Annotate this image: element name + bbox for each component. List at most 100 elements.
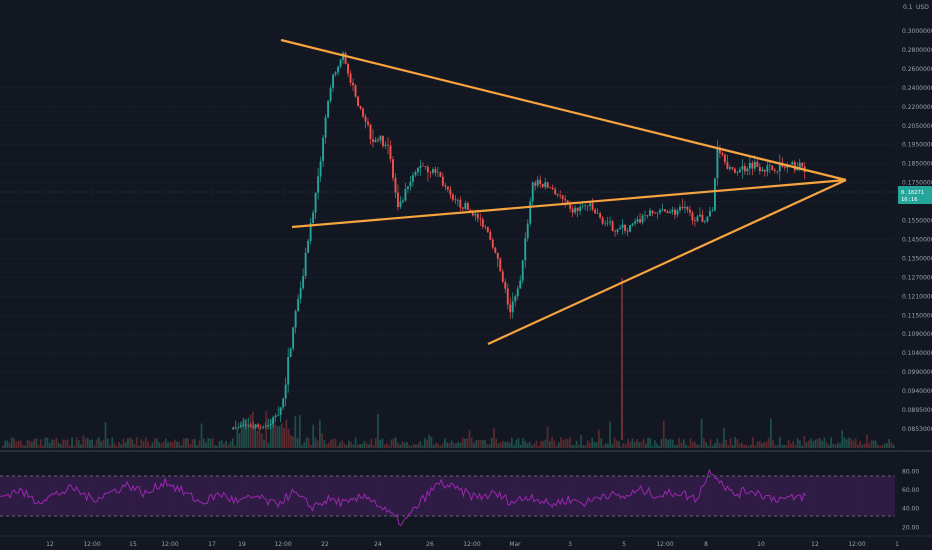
candle-body bbox=[516, 288, 519, 297]
volume-bar bbox=[470, 437, 473, 448]
candle-body bbox=[656, 212, 659, 214]
volume-bar bbox=[747, 445, 750, 448]
volume-bar bbox=[651, 445, 654, 448]
volume-bar bbox=[17, 440, 20, 448]
candle-body bbox=[404, 188, 407, 201]
volume-bar bbox=[879, 445, 882, 448]
volume-bar bbox=[189, 443, 192, 448]
trendline-upper[interactable] bbox=[280, 38, 847, 182]
candle-body bbox=[636, 219, 639, 222]
volume-bar bbox=[180, 445, 183, 448]
candle-body bbox=[519, 280, 522, 289]
volume-bar bbox=[113, 443, 116, 448]
volume-bar bbox=[341, 440, 344, 448]
trendlines[interactable] bbox=[280, 38, 847, 346]
candle-body bbox=[746, 168, 749, 172]
trendline-lower[interactable] bbox=[487, 178, 847, 346]
volume-bar bbox=[122, 438, 125, 448]
price-axis[interactable]: 0.30000000 0.28000000 0.26000000 0.24000000… bbox=[902, 28, 932, 433]
candle-body bbox=[367, 121, 369, 125]
volume-bar bbox=[484, 440, 486, 448]
volume-bar bbox=[473, 443, 475, 448]
price-tick-label: 0.30000000 bbox=[902, 28, 932, 35]
candle-body bbox=[801, 162, 804, 167]
volume-bar bbox=[104, 422, 107, 448]
volume-bar bbox=[412, 443, 415, 448]
volume-bar bbox=[193, 438, 196, 448]
volume-bar bbox=[812, 441, 815, 448]
volume-bar bbox=[799, 440, 801, 448]
volume-bar bbox=[93, 445, 96, 448]
volume-bar bbox=[252, 411, 254, 448]
volume-bar bbox=[365, 443, 368, 448]
candle-body bbox=[773, 169, 776, 172]
volume-bar bbox=[187, 438, 190, 448]
price-tick-label: 0.12100000 bbox=[902, 293, 932, 300]
volume-bar bbox=[676, 444, 678, 448]
candle-body bbox=[237, 427, 240, 428]
volume-bar bbox=[171, 442, 174, 448]
volume-bar bbox=[84, 438, 87, 448]
rsi-pane[interactable]: 80.00 60.00 40.00 20.00 bbox=[0, 468, 919, 531]
candle-body bbox=[733, 168, 736, 173]
candle-body bbox=[676, 210, 679, 215]
candle-body bbox=[302, 276, 305, 289]
candle-body bbox=[756, 161, 759, 167]
volume-bar bbox=[886, 443, 888, 448]
time-axis[interactable]: 12 12:00 15 12:00 17 19 12:00 22 24 26 12:00 Mar 3 5 1… bbox=[46, 541, 899, 548]
candle-body bbox=[409, 181, 412, 187]
candle-body bbox=[481, 219, 484, 227]
volume-bar bbox=[37, 444, 40, 448]
volume-bar bbox=[89, 439, 91, 448]
volume-bar bbox=[694, 441, 696, 448]
volume-bar bbox=[785, 445, 788, 448]
candle-body bbox=[249, 424, 252, 427]
volume-bar bbox=[823, 437, 826, 448]
volume-bar bbox=[528, 441, 531, 448]
candle-body bbox=[384, 144, 387, 146]
candle-body bbox=[436, 172, 439, 173]
candle-body bbox=[726, 162, 729, 169]
candle-body bbox=[644, 215, 646, 217]
volume-bar bbox=[263, 439, 265, 448]
volume-bar bbox=[633, 442, 636, 448]
volume-bar bbox=[580, 435, 582, 448]
rsi-axis[interactable]: 80.00 60.00 40.00 20.00 bbox=[902, 468, 919, 531]
candle-body bbox=[531, 182, 534, 202]
volume-bar bbox=[71, 437, 73, 448]
volume-bar bbox=[151, 442, 154, 448]
volume-bar bbox=[678, 437, 681, 448]
volume-bar bbox=[196, 445, 198, 448]
volume-bar bbox=[439, 445, 442, 448]
trendline-middle[interactable] bbox=[291, 178, 847, 229]
volume-bar bbox=[671, 439, 674, 448]
candle-body bbox=[679, 206, 681, 211]
volume-bar bbox=[584, 444, 587, 448]
volume-bar bbox=[417, 443, 419, 448]
volume-bar bbox=[629, 441, 632, 448]
volume-bar bbox=[557, 442, 560, 448]
candle-body bbox=[252, 426, 255, 428]
volume-bar bbox=[8, 442, 11, 448]
volume-bars bbox=[2, 411, 895, 448]
volume-bar bbox=[787, 439, 790, 448]
candle-body bbox=[444, 185, 447, 187]
candle-body bbox=[446, 186, 449, 190]
volume-bar bbox=[200, 423, 203, 448]
volume-bar bbox=[133, 443, 136, 448]
rsi-band-fill bbox=[0, 476, 895, 516]
volume-bar bbox=[566, 438, 569, 448]
volume-bar bbox=[323, 440, 326, 448]
candle-body bbox=[259, 427, 262, 428]
candle-body bbox=[539, 179, 542, 185]
candle-body bbox=[389, 145, 392, 160]
volume-bar bbox=[602, 445, 605, 448]
candle-body bbox=[287, 356, 290, 385]
candle-body bbox=[621, 224, 624, 228]
volume-bar bbox=[441, 443, 444, 448]
candle-body bbox=[322, 137, 325, 162]
volume-bar bbox=[830, 437, 832, 448]
volume-bar bbox=[653, 440, 656, 448]
volume-bar bbox=[595, 442, 598, 448]
